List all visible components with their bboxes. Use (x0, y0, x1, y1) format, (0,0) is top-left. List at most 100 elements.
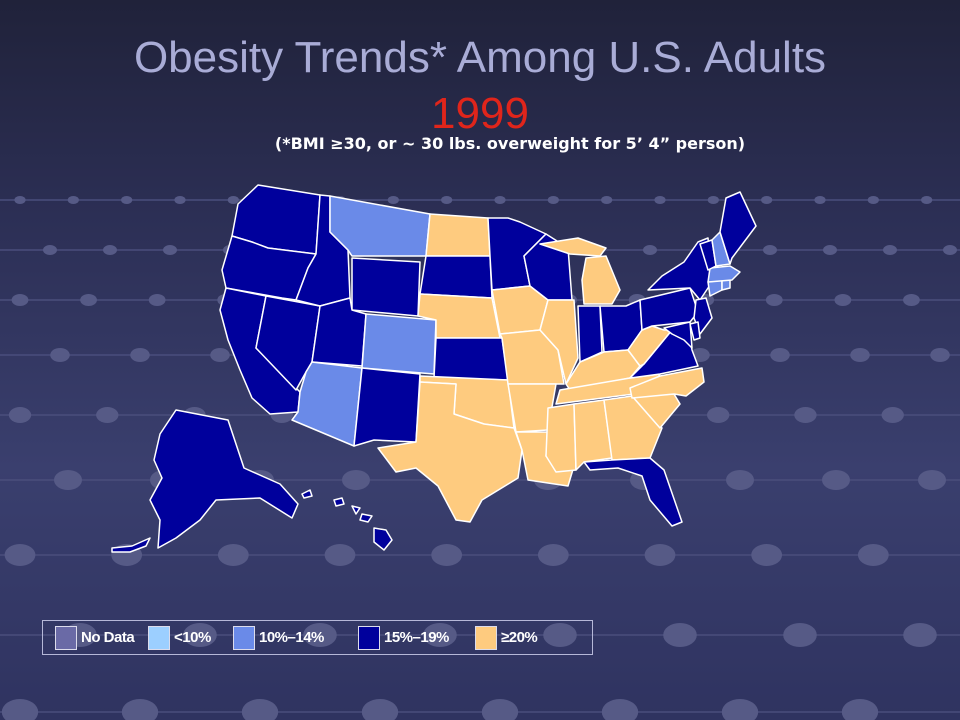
grid-dot (867, 196, 879, 204)
grid-dot (80, 294, 97, 306)
state-west-virginia (627, 325, 673, 367)
grid-dot (763, 245, 777, 255)
grid-dot (921, 196, 933, 204)
state-mississippi (545, 403, 577, 473)
state-delaware (689, 321, 701, 341)
grid-dot (103, 245, 117, 255)
grid-dot (441, 196, 453, 204)
state-south-dakota (419, 255, 493, 299)
grid-dot (67, 196, 79, 204)
state-michigan (539, 237, 621, 305)
grid-dot (841, 699, 879, 720)
legend-label-lt10: <10% (174, 629, 211, 646)
grid-dot (903, 294, 920, 306)
grid-dot (751, 544, 783, 566)
grid-dot (130, 348, 150, 362)
state-massachusetts (707, 265, 741, 283)
state-montana (329, 195, 431, 257)
grid-dot (761, 196, 773, 204)
grid-dot (601, 196, 613, 204)
grid-dot (822, 470, 850, 490)
grid-dot (121, 196, 133, 204)
grid-dot (930, 348, 950, 362)
bmi-footnote: (*BMI ≥30, or ~ 30 lbs. overweight for 5… (274, 134, 746, 153)
state-north-dakota (425, 213, 491, 257)
state-maryland (663, 321, 693, 349)
legend: No Data <10% 10%–14% 15%–19% ≥20% (42, 620, 593, 655)
grid-dot (96, 407, 119, 423)
grid-dot (721, 699, 759, 720)
legend-label-no-data: No Data (81, 629, 135, 646)
grid-dot (210, 348, 230, 362)
grid-dot (227, 196, 239, 204)
legend-label-15-19: 15%–19% (384, 629, 449, 646)
grid-dot (163, 245, 177, 255)
legend-swatch-ge20 (475, 626, 497, 650)
grid-dot (654, 196, 666, 204)
grid-dot (8, 407, 32, 423)
grid-dot (431, 544, 463, 566)
legend-swatch-15-19 (358, 626, 380, 650)
state-rhode-island (721, 279, 731, 291)
grid-dot (148, 294, 166, 306)
state-florida (583, 457, 683, 527)
grid-dot (387, 196, 399, 204)
grid-dot (770, 348, 790, 362)
grid-dot (601, 699, 639, 720)
grid-dot (883, 245, 897, 255)
grid-dot (537, 544, 569, 566)
legend-label-10-14: 10%–14% (259, 629, 324, 646)
grid-dot (918, 470, 946, 490)
grid-dot (342, 470, 370, 490)
legend-swatch-10-14 (233, 626, 255, 650)
grid-dot (494, 196, 506, 204)
slide-year: 1999 (431, 89, 529, 138)
grid-dot (643, 245, 657, 255)
grid-dot (881, 407, 904, 423)
state-alabama (573, 399, 613, 471)
grid-dot (547, 196, 559, 204)
grid-dot (707, 196, 719, 204)
legend-swatch-lt10 (148, 626, 170, 650)
state-maine (719, 191, 757, 265)
grid-dot (217, 544, 249, 566)
grid-dot (183, 623, 217, 647)
grid-dot (834, 294, 852, 306)
grid-dot (121, 699, 159, 720)
grid-dot (303, 623, 337, 647)
grid-dot (43, 245, 57, 255)
state-texas (377, 381, 523, 523)
slide-title: Obesity Trends* Among U.S. Adults (133, 33, 827, 82)
grid-dot (11, 294, 29, 306)
grid-dot (814, 196, 826, 204)
grid-dot (361, 699, 399, 720)
grid-dot (903, 623, 937, 647)
state-new-york (647, 237, 713, 301)
grid-dot (783, 623, 817, 647)
state-hawaii (301, 489, 393, 551)
grid-dot (324, 544, 356, 566)
grid-dot (174, 196, 186, 204)
state-alaska (111, 409, 299, 553)
grid-dot (857, 544, 889, 566)
state-colorado (361, 313, 437, 375)
state-georgia (603, 395, 663, 461)
grid-dot (850, 348, 870, 362)
grid-dot (481, 699, 519, 720)
grid-dot (14, 196, 26, 204)
grid-dot (543, 623, 577, 647)
state-new-mexico (353, 367, 421, 447)
grid-dot (663, 623, 697, 647)
grid-dot (706, 407, 730, 423)
legend-label-ge20: ≥20% (501, 629, 538, 646)
grid-dot (241, 699, 279, 720)
grid-dot (423, 623, 457, 647)
grid-dot (823, 245, 837, 255)
state-kansas (433, 337, 509, 381)
grid-dot (50, 348, 70, 362)
grid-dot (4, 544, 36, 566)
state-north-carolina (629, 367, 705, 399)
grid-dot (794, 407, 817, 423)
